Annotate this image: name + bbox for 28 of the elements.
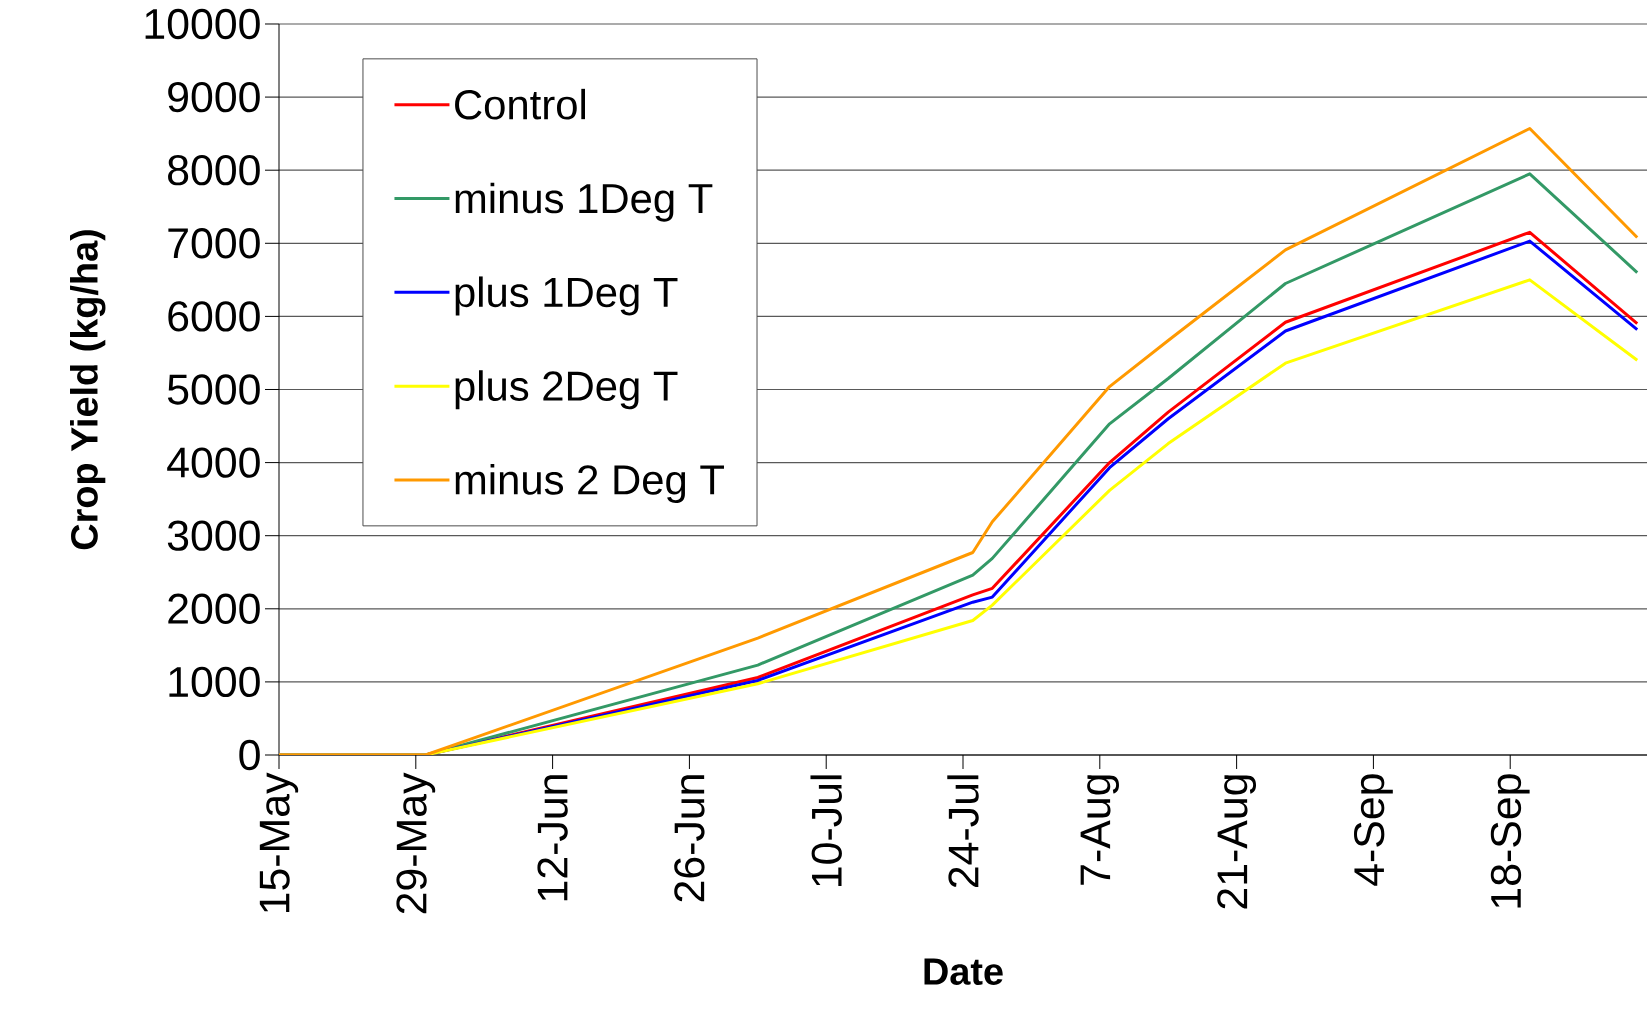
y-tick-label: 7000	[168, 228, 260, 259]
y-tick-label: 4000	[167, 447, 260, 478]
x-tick-label: 7-Aug	[1080, 775, 1119, 885]
y-tick-label: 6000	[168, 301, 260, 332]
y-tick-label: 5000	[167, 374, 260, 405]
legend-label: minus 2 Deg T	[455, 464, 724, 504]
x-tick-label: 26-Jun	[674, 775, 705, 902]
y-tick-label: 3000	[167, 520, 260, 551]
x-axis-title: Date	[924, 958, 1003, 985]
legend-label: minus 1Deg T	[455, 182, 713, 222]
y-axis-title: Crop Yield (kg/ha)	[70, 230, 106, 550]
x-tick-label: 21-Aug	[1217, 775, 1257, 909]
x-tick-label: 4-Sep	[1354, 774, 1393, 886]
x-tick-label: 18-Sep	[1490, 774, 1530, 908]
x-tick-label: 15-May	[259, 772, 299, 913]
y-tick-label: 9000	[168, 81, 260, 113]
legend-label: plus 1Deg T	[455, 276, 678, 316]
y-tick-label: 2000	[168, 593, 260, 624]
x-tick-label: 10-Jul	[810, 775, 842, 886]
x-tick-label: 12-Jun	[537, 775, 568, 901]
x-tick-label: 24-Jul	[947, 775, 979, 888]
y-tick-label: 1000	[169, 666, 260, 698]
y-tick-label: 8000	[168, 155, 260, 186]
legend-label: plus 2Deg T	[455, 370, 678, 410]
y-tick-label: 0	[239, 739, 260, 771]
x-tick-label: 29-May	[396, 772, 436, 914]
legend-label: Control	[455, 88, 586, 120]
y-tick-label: 10000	[145, 8, 260, 40]
